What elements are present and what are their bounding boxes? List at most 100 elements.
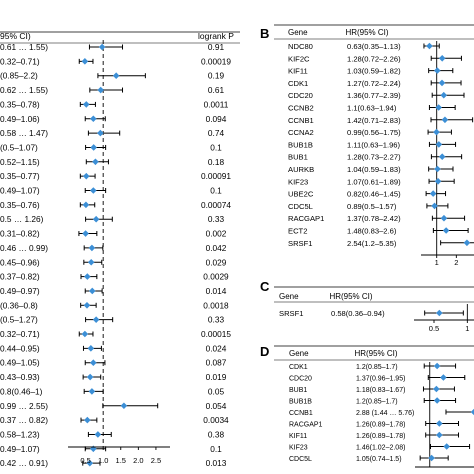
p-value-label: 0.0029 <box>203 272 229 282</box>
ci-label: 0.46 … 0.99) <box>0 243 48 253</box>
p-value-label: 0.00019 <box>201 56 231 66</box>
gene-label: CDC5L <box>289 456 312 463</box>
hr-point <box>90 359 97 366</box>
hr-point <box>470 408 474 416</box>
ci-label: 1.04(0.59–1.83) <box>347 165 401 174</box>
hr-point <box>442 227 450 234</box>
panel-label-C: C <box>260 279 270 294</box>
ci-label: 0.89(0.5–1.57) <box>347 202 397 211</box>
p-value-label: 0.61 <box>208 85 225 95</box>
p-value-label: 0.087 <box>206 358 227 368</box>
hr-point <box>81 58 89 65</box>
p-value-label: 0.054 <box>206 401 227 411</box>
gene-label: BUB1 <box>288 153 308 162</box>
hr-point <box>86 459 94 467</box>
p-value-label: 0.38 <box>208 429 225 439</box>
ci-label: 0.45–0.96) <box>0 257 40 267</box>
hr-point <box>433 128 440 136</box>
col-header-p: logrank P <box>198 31 234 41</box>
hr-point <box>94 431 102 438</box>
p-value-label: 0.019 <box>206 372 227 382</box>
hr-point <box>429 190 437 197</box>
panel-label-D: D <box>260 344 269 359</box>
ci-label: 0.44–0.95) <box>0 343 40 353</box>
hr-point <box>84 273 91 280</box>
hr-point <box>433 397 441 404</box>
ci-label: 0.35–0.77) <box>0 171 40 181</box>
hr-point <box>88 244 96 252</box>
p-value-label: 0.91 <box>208 42 225 52</box>
hr-point <box>436 420 443 427</box>
hr-point <box>434 178 442 185</box>
p-value-label: 0.024 <box>206 343 227 353</box>
p-value-label: 0.013 <box>206 458 227 468</box>
p-value-label: 0.1 <box>210 444 222 454</box>
hr-point <box>435 104 442 111</box>
gene-label: CCNB1 <box>289 410 313 417</box>
gene-label: KIF23 <box>289 445 308 452</box>
ci-label: 1.48(0.83–2.6) <box>347 227 397 236</box>
ci-label: 1.2(0.85–1.7) <box>356 399 398 406</box>
ci-label: 1.28(0.73–2.27) <box>347 153 401 162</box>
p-value-label: 0.094 <box>206 114 227 124</box>
ci-label: 1.05(0.74–1.5) <box>356 456 402 463</box>
ci-label: (0.85–2.2) <box>0 71 38 81</box>
gene-label: KIF11 <box>288 67 308 76</box>
ci-label: 1.36(0.77–2.39) <box>347 91 401 100</box>
hr-point <box>92 158 99 166</box>
p-value-label: 0.1 <box>210 142 222 152</box>
ci-label: 0.8(0.46–1) <box>0 386 43 396</box>
ci-label: 0.49–0.97) <box>0 286 40 296</box>
hr-point <box>436 431 443 439</box>
hr-point <box>434 165 441 173</box>
ci-label: 0.37–0.82) <box>0 272 40 282</box>
gene-label: BUB1B <box>288 140 313 149</box>
hr-point <box>443 443 451 450</box>
ci-label: 0.82(0.46–1.45) <box>347 190 401 199</box>
gene-label: BUB1 <box>289 387 307 394</box>
ci-label: 1.1(0.63–1.94) <box>347 104 397 113</box>
hr-point <box>87 258 95 266</box>
ci-label: 0.99(0.56–1.75) <box>347 128 401 137</box>
gene-label: AURKB <box>288 165 314 174</box>
p-value-label: 0.19 <box>208 71 225 81</box>
ci-label: 0.58–1.23) <box>0 429 40 439</box>
hr-point <box>426 42 433 50</box>
gene-label: SRSF1 <box>279 309 303 318</box>
ci-label: 1.03(0.59–1.82) <box>347 67 401 76</box>
ci-label: 0.49–1.05) <box>0 358 40 368</box>
col-header-ci: HR(95% CI) <box>354 349 397 358</box>
ci-label: 0.32–0.71) <box>0 329 40 339</box>
p-value-label: 0.05 <box>208 386 225 396</box>
ci-label: 0.5 … 1.26) <box>0 214 44 224</box>
ci-label: 0.35–0.76) <box>0 200 40 210</box>
ci-label: 0.58 … 1.47) <box>0 128 48 138</box>
x-tick-label: 0.5 <box>429 324 439 333</box>
hr-point <box>438 55 446 62</box>
hr-point <box>438 153 446 160</box>
p-value-label: 0.0011 <box>204 99 229 109</box>
col-header-ci: 95% CI) <box>0 31 31 41</box>
p-value-label: 0.0018 <box>203 300 229 310</box>
hr-point <box>97 86 105 94</box>
hr-point <box>82 101 90 108</box>
gene-label: CCNB2 <box>288 104 314 113</box>
hr-point <box>82 230 89 237</box>
panel-label-B: B <box>260 26 269 41</box>
ci-label: 0.32–0.71) <box>0 56 40 66</box>
ci-label: 1.07(0.61–1.89) <box>347 177 401 186</box>
col-header-ci: HR(95% CI) <box>329 292 372 301</box>
ci-label: 1.42(0.71–2.83) <box>347 116 401 125</box>
x-tick-label: 1 <box>435 258 439 267</box>
p-value-label: 0.0034 <box>203 415 229 425</box>
hr-point <box>428 454 435 462</box>
hr-point <box>90 115 97 123</box>
hr-point <box>87 345 95 352</box>
x-tick-label: 2.0 <box>133 456 143 465</box>
gene-label: KIF11 <box>289 433 307 440</box>
ci-label: 1.46(1.02–2.08) <box>356 445 405 452</box>
gene-label: CDC20 <box>288 91 313 100</box>
hr-point <box>92 215 100 223</box>
hr-point <box>88 287 96 295</box>
ci-label: 0.43–0.93) <box>0 372 40 382</box>
